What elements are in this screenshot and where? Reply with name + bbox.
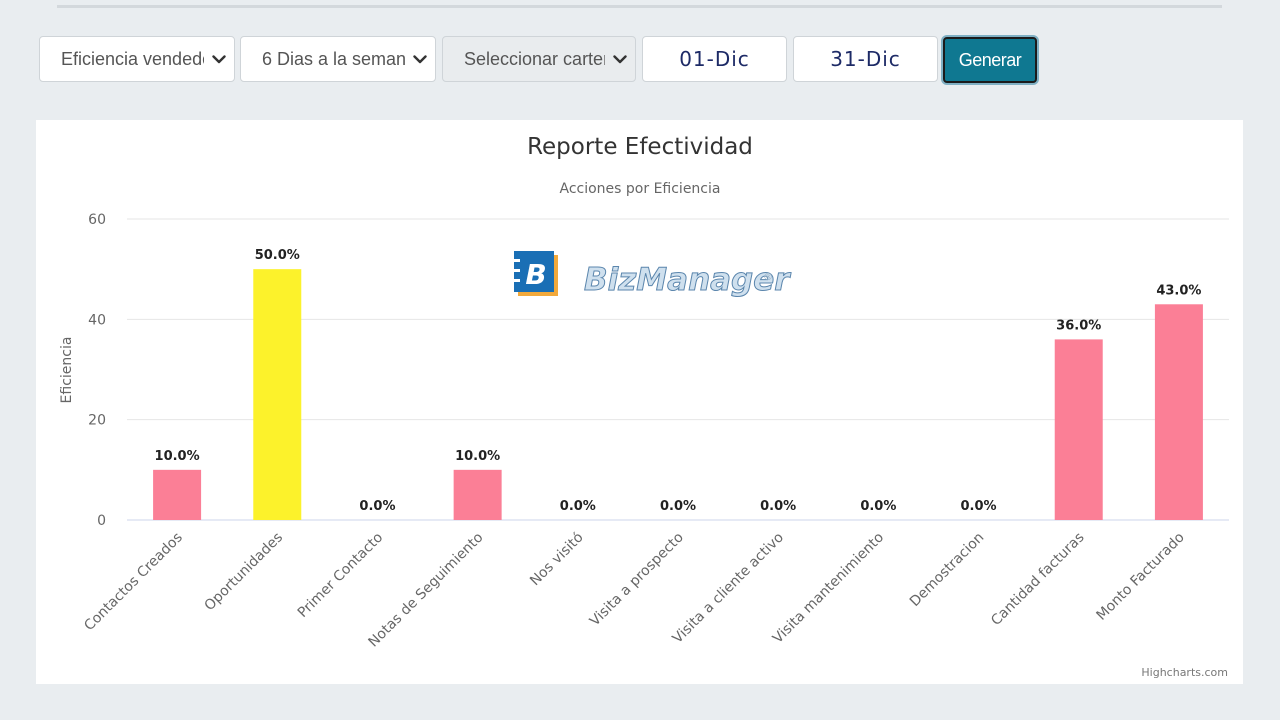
- generate-button[interactable]: Generar: [943, 37, 1037, 83]
- data-label: 10.0%: [455, 449, 500, 464]
- chart-panel: 0 20 40 60 10.0% 50.0% 0.0% 10.0% 0.0% 0.0% 0.0% 0…: [36, 120, 1243, 684]
- date-from-input[interactable]: 01-Dic: [642, 36, 787, 82]
- x-tick-label: Monto Facturado: [1094, 530, 1188, 624]
- brand-text: BizManager: [584, 262, 791, 298]
- x-tick-label: Contactos Creados: [81, 530, 186, 635]
- y-tick-label: 20: [88, 413, 106, 429]
- x-tick-label: Demostracion: [907, 530, 987, 610]
- y-tick-label: 0: [97, 513, 106, 529]
- report-type-select[interactable]: Eficiencia vendedor: [39, 36, 235, 82]
- x-tick-label: Primer Contacto: [295, 530, 386, 621]
- data-label: 0.0%: [359, 499, 395, 514]
- x-tick-label: Visita a prospecto: [587, 530, 687, 630]
- bizmanager-logo-icon: B: [514, 251, 558, 296]
- report-type-value: Eficiencia vendedor: [61, 48, 204, 69]
- bar-3[interactable]: [453, 469, 502, 520]
- chevron-down-icon: [609, 36, 631, 82]
- data-label: 0.0%: [560, 499, 596, 514]
- y-axis-title: Eficiencia: [59, 337, 75, 404]
- top-divider: [57, 5, 1222, 8]
- chevron-down-icon: [409, 36, 431, 82]
- bar-0[interactable]: [153, 469, 202, 520]
- portfolio-value: Seleccionar cartera: [464, 48, 605, 69]
- x-tick-label: Visita mantenimiento: [770, 530, 887, 647]
- x-tick-label: Nos visitó: [527, 530, 587, 590]
- data-label: 43.0%: [1156, 283, 1201, 298]
- logo-letter: B: [525, 258, 546, 291]
- bar-9[interactable]: [1054, 339, 1103, 520]
- x-tick-label: Visita a cliente activo: [670, 530, 787, 647]
- x-tick-label: Oportunidades: [202, 530, 287, 615]
- brand-registered-mark: ®: [763, 272, 773, 283]
- data-label: 0.0%: [660, 499, 696, 514]
- chart-subtitle: Acciones por Eficiencia: [560, 181, 721, 197]
- x-tick-label: Notas de Seguimiento: [366, 530, 487, 651]
- chevron-down-icon: [208, 36, 230, 82]
- y-tick-label: 40: [88, 312, 106, 328]
- days-per-week-select[interactable]: 6 Dias a la semana: [240, 36, 436, 82]
- data-label: 0.0%: [961, 499, 997, 514]
- x-tick-label: Cantidad facturas: [988, 530, 1087, 629]
- data-label: 0.0%: [860, 499, 896, 514]
- data-label: 10.0%: [155, 449, 200, 464]
- days-per-week-value: 6 Dias a la semana: [262, 48, 405, 69]
- data-label: 50.0%: [255, 248, 300, 263]
- data-label: 0.0%: [760, 499, 796, 514]
- efficiency-bar-chart: 0 20 40 60 10.0% 50.0% 0.0% 10.0% 0.0% 0.0% 0.0% 0…: [59, 134, 1229, 679]
- y-tick-label: 60: [88, 212, 106, 228]
- date-to-input[interactable]: 31-Dic: [793, 36, 938, 82]
- bar-10[interactable]: [1154, 304, 1203, 520]
- data-label: 36.0%: [1056, 318, 1101, 333]
- highcharts-credit-link[interactable]: Highcharts.com: [1141, 666, 1228, 679]
- portfolio-select[interactable]: Seleccionar cartera: [442, 36, 636, 82]
- bar-1[interactable]: [253, 269, 302, 520]
- bizmanager-watermark: B BizManager ®: [514, 251, 792, 299]
- chart-title: Reporte Efectividad: [527, 134, 753, 160]
